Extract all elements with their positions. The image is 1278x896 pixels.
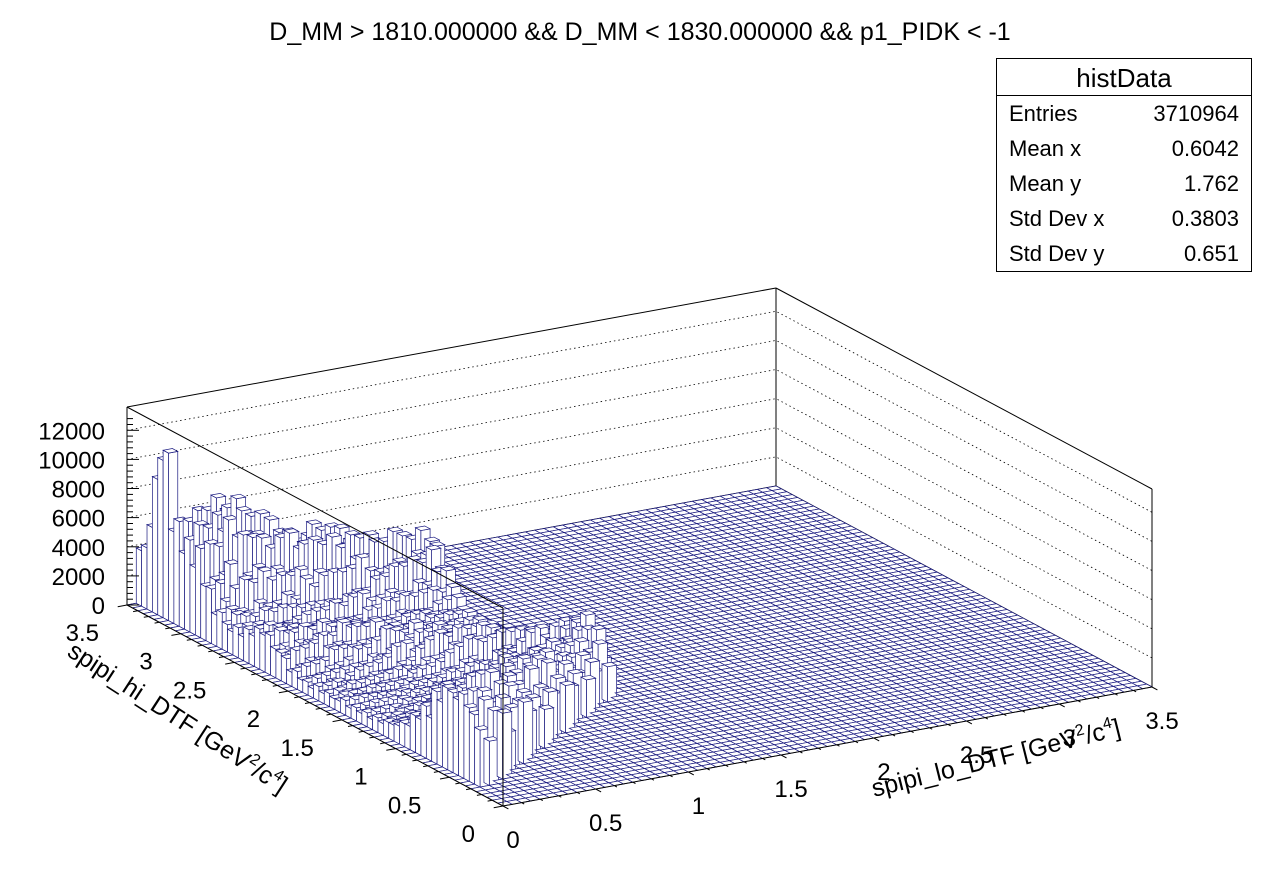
bin-face [344, 530, 361, 536]
bin-face [299, 574, 316, 580]
bin-face [328, 598, 346, 604]
bin-face [235, 505, 253, 512]
bin-face [152, 475, 159, 616]
bin-face [173, 518, 180, 627]
bin-face [404, 723, 411, 751]
bin-face [305, 519, 323, 525]
bin-face [146, 524, 153, 613]
bin-face [307, 535, 324, 541]
bars-layer [125, 448, 1154, 807]
bin-face [157, 456, 164, 619]
bin-face [270, 645, 277, 679]
bin-face [227, 628, 234, 656]
bin-face [168, 528, 175, 624]
bin-face [211, 611, 218, 647]
bin-face [236, 530, 254, 536]
bin-face [229, 493, 247, 500]
box-edge [126, 287, 777, 408]
box-edge [775, 287, 1153, 490]
bin-face [256, 566, 274, 572]
bin-face [297, 621, 315, 628]
bin-face [538, 706, 545, 749]
bin-face [232, 624, 239, 659]
bin-face [255, 533, 273, 539]
bin-face [162, 449, 169, 622]
bin-face [263, 515, 280, 521]
bin-face [141, 544, 148, 610]
bin-face [291, 668, 298, 691]
bin-face [458, 690, 465, 780]
bin-face [442, 684, 449, 771]
bin-face [200, 583, 207, 642]
bin-face [409, 712, 416, 754]
bin-face [184, 536, 191, 633]
bin-face [283, 528, 300, 534]
bin-face [565, 683, 576, 734]
bin-face [189, 564, 196, 636]
bin-face [205, 585, 212, 645]
bin-face [223, 559, 241, 565]
bin-face [447, 689, 454, 774]
bin-face [399, 720, 406, 748]
bin-face [178, 550, 185, 630]
bin-face [221, 621, 228, 653]
bin-face [280, 655, 288, 685]
bin-face [253, 509, 271, 515]
bin-face [502, 711, 513, 780]
bin-face [496, 709, 503, 780]
bin-face [216, 609, 223, 650]
bin-face [237, 633, 245, 662]
bin-face [517, 698, 524, 765]
bin-face [259, 632, 266, 673]
bin-face [195, 545, 202, 639]
bin-face [452, 696, 459, 777]
bin-face [251, 562, 269, 569]
bin-face [468, 711, 476, 785]
bin-face [238, 574, 255, 581]
bin-face [420, 702, 427, 759]
bin-face [559, 682, 566, 734]
bin-face [222, 515, 239, 521]
bin-face [431, 688, 438, 765]
bin-face [325, 532, 343, 538]
bin-face [586, 677, 596, 718]
bin-face [393, 722, 400, 745]
bin-face [463, 704, 470, 782]
bin-face [252, 598, 270, 604]
bin-face [333, 523, 351, 529]
bin-face [436, 698, 443, 768]
bin-face [273, 626, 291, 632]
bin-face [580, 676, 587, 719]
bin-face [243, 626, 250, 665]
bin-face [415, 716, 422, 757]
bin-face [264, 632, 271, 676]
z-gridline [126, 310, 1153, 513]
bin-face [275, 649, 282, 682]
bin-face [248, 632, 255, 668]
bin-face [209, 493, 227, 499]
bin-face [162, 448, 179, 454]
bin-face [474, 726, 481, 788]
bin-face [269, 564, 287, 570]
bin-face [293, 565, 311, 571]
bin-face [425, 714, 433, 762]
bin-face [135, 547, 142, 607]
bin-face [280, 590, 298, 596]
bin-face [192, 520, 210, 526]
bin-face [483, 737, 490, 786]
bin-face [601, 663, 608, 703]
bin-face [544, 707, 555, 749]
